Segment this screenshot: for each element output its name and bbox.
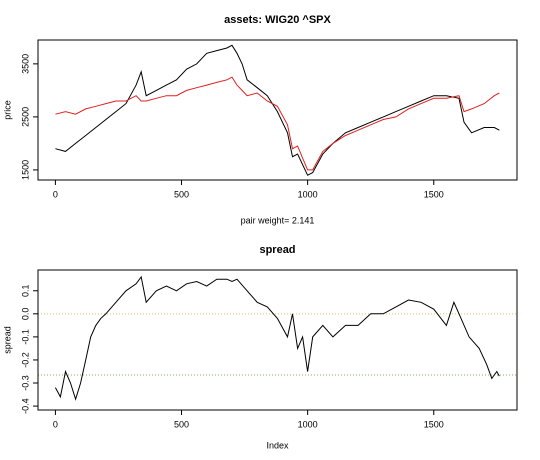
y-tick-label: 0.1 [20,285,30,298]
x-tick-label: 1500 [424,189,444,199]
x-tick-label: 500 [174,189,189,199]
x-tick-label: 500 [174,419,189,429]
y-tick-label: -0.3 [20,375,30,391]
plot-frame [37,269,518,411]
y-tick-label: -0.1 [20,329,30,345]
series-line [54,275,500,401]
x-axis-label: Index [266,440,289,450]
y-axis-label: price [2,100,12,120]
chart-title: spread [259,244,295,256]
x-tick-label: 1500 [424,419,444,429]
y-tick-label: 3500 [20,54,30,74]
x-axis-label: pair weight= 2.141 [241,215,315,225]
y-tick-label: -0.4 [20,398,30,414]
y-axis-label: spread [2,326,12,354]
y-tick-label: 2500 [20,107,30,127]
y-tick-label: -0.2 [20,352,30,368]
y-tick-label: 1500 [20,160,30,180]
x-tick-label: 1000 [298,189,318,199]
chart-title: assets: WIG20 ^SPX [224,14,331,26]
y-tick-label: 0.0 [20,308,30,321]
x-tick-label: 1000 [298,419,318,429]
x-tick-label: 0 [53,419,58,429]
series-line [55,44,500,176]
series-line [55,76,500,171]
plot-frame [37,39,518,181]
x-tick-label: 0 [53,189,58,199]
